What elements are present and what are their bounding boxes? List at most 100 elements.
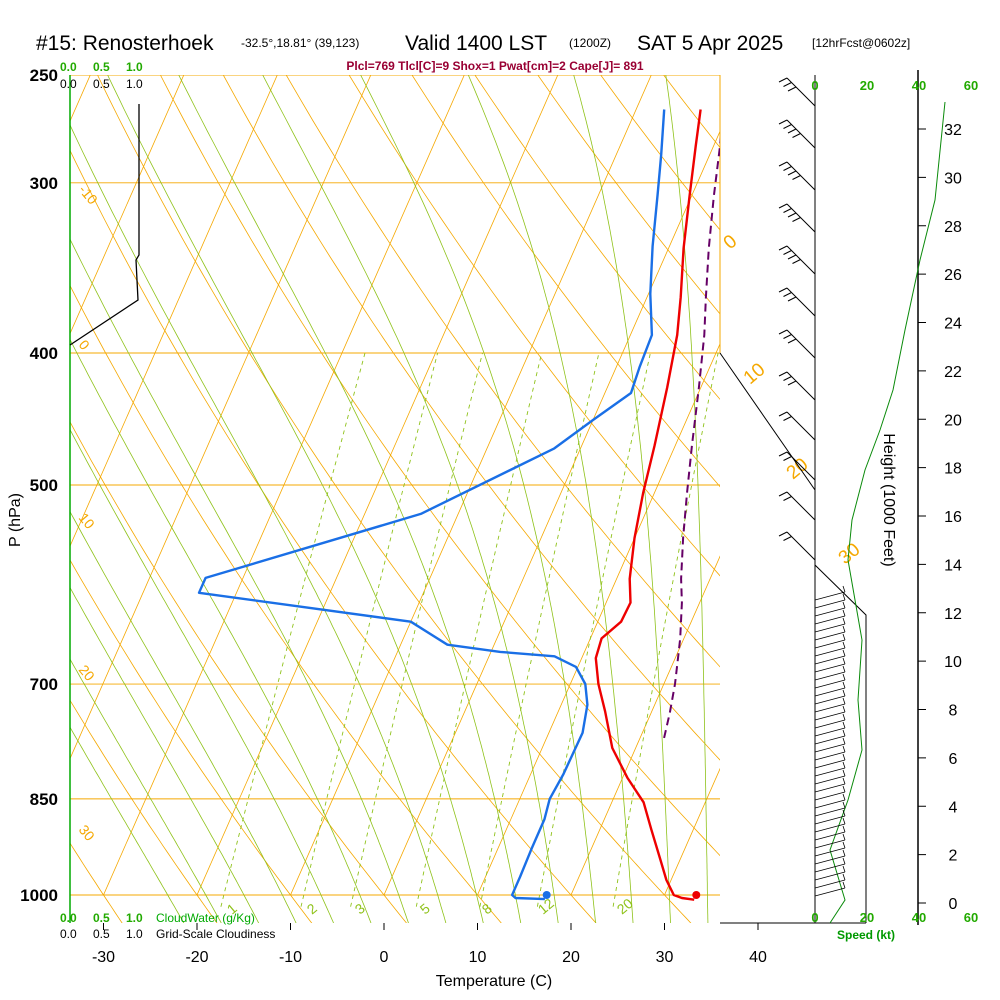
mixing-ratio-line [300,352,439,907]
moist-adiabat-line [70,658,222,923]
wind-barb-flag [783,416,792,421]
mixing-ratio-line [350,352,483,907]
wind-barb [814,825,846,841]
series-dewpoint [197,109,666,901]
wind-barb-staff [814,855,846,865]
cloud-water-scale-top: 0.5 [93,60,110,74]
wind-barb-flag [842,673,846,681]
wind-barb-flag [783,208,792,213]
surface-points [542,891,701,899]
sounding-series [197,109,720,901]
wind-barb [814,665,846,681]
wind-barb-flag [778,119,788,125]
moist-adiabat-label: 0 [720,231,742,254]
wind-barb [814,585,846,601]
wind-barb-staff [814,775,846,785]
wind-barb [814,673,846,689]
wind-barb-flag [842,713,846,721]
cloudiness-scale-bottom: 1.0 [126,927,143,941]
wind-barb-flag [787,86,797,92]
height-tick-label: 24 [944,316,962,333]
speed-scale-bottom: 40 [912,910,926,925]
wind-barb [814,881,846,897]
height-tick-label: 2 [949,848,958,865]
temperature-tick-label: 10 [469,949,487,966]
wind-barb-flag [842,857,846,865]
wind-barb-flag [783,376,792,381]
wind-barb [778,161,816,191]
wind-barb-staff [814,831,846,841]
wind-barb-staff [786,287,816,317]
wind-barb [814,617,846,633]
wind-barb-flag [783,496,792,501]
mixing-ratio-line [220,352,366,907]
wind-barb-staff [814,719,846,729]
wind-barb-flag [842,657,846,665]
wind-barb-staff [814,631,846,641]
wind-barb-staff [814,735,846,745]
wind-barb-staff [814,591,846,601]
wind-barb-staff [814,599,846,609]
wind-barb-flag [778,245,788,251]
wind-barb-flag [842,873,846,881]
moist-adiabat-line [573,75,671,923]
wind-barb-flag [842,833,846,841]
dry-adiabat-line [285,75,720,668]
wind-barb-staff [814,671,846,681]
wind-barb [778,531,816,561]
temperature-tick-label: -10 [279,949,302,966]
wind-barb-flag [787,338,797,344]
moist-adiabat-label: 10 [740,359,770,389]
wind-barb-staff [786,411,816,441]
moist-adiabat-line [107,75,484,923]
wind-barb-staff [814,751,846,761]
wind-barb-flag [783,334,792,339]
wind-barb-flag [787,212,797,218]
wind-barb [814,721,846,737]
moist-adiabat-line [262,75,559,923]
cloudiness-scale-bottom: 0.0 [60,927,77,941]
pressure-tick-label: 400 [30,344,58,363]
isotherm-line [383,130,720,896]
speed-label: Speed (kt) [837,928,895,942]
valid-time: Valid 1400 LST [405,32,547,55]
pressure-tick-label: 850 [30,790,58,809]
wind-barb-staff [786,245,816,275]
wind-barb-flag [787,254,797,260]
moist-adiabat-line [70,586,260,923]
speed-scale-bottom: 60 [964,910,978,925]
speed-scale-bottom: 20 [860,910,874,925]
wind-barb-staff [814,607,846,617]
wind-barb [814,657,846,673]
wind-barb-staff [786,329,816,359]
height-tick-label: 20 [944,412,962,429]
wind-barb-staff [786,531,816,561]
moist-adiabat-line [178,75,522,923]
wind-barb-flag [842,785,846,793]
wind-barb-flag [778,411,788,417]
wind-barb [814,873,846,889]
wind-barb [814,777,846,793]
pressure-axis: 250 300 400 500 700 850 1000 [20,66,58,905]
moist-adiabat-line [70,124,447,923]
wind-barb [814,689,846,705]
dry-adiabat-line [222,75,720,761]
height-tick-label: 22 [944,364,962,381]
wind-barb-flag [842,705,846,713]
temperature-tick-label: 0 [380,949,389,966]
isotherm-line [945,75,1000,895]
wind-barb-flag [842,681,846,689]
moist-adiabat-line [70,428,334,923]
wind-barb-staff [814,615,846,625]
wind-barb-staff [814,871,846,881]
dry-adiabat-line [411,75,720,488]
wind-barb [814,649,846,665]
dry-adiabat-line [159,75,720,857]
wind-barb-flag [842,745,846,753]
wind-barb-flag [783,82,792,87]
wind-barb [814,793,846,809]
wind-barb-staff [814,623,846,633]
wind-barb-flag [842,585,846,593]
height-tick-label: 14 [944,557,962,574]
temperature-axis: -30 -20 -10 0 10 20 30 40 [92,923,767,966]
